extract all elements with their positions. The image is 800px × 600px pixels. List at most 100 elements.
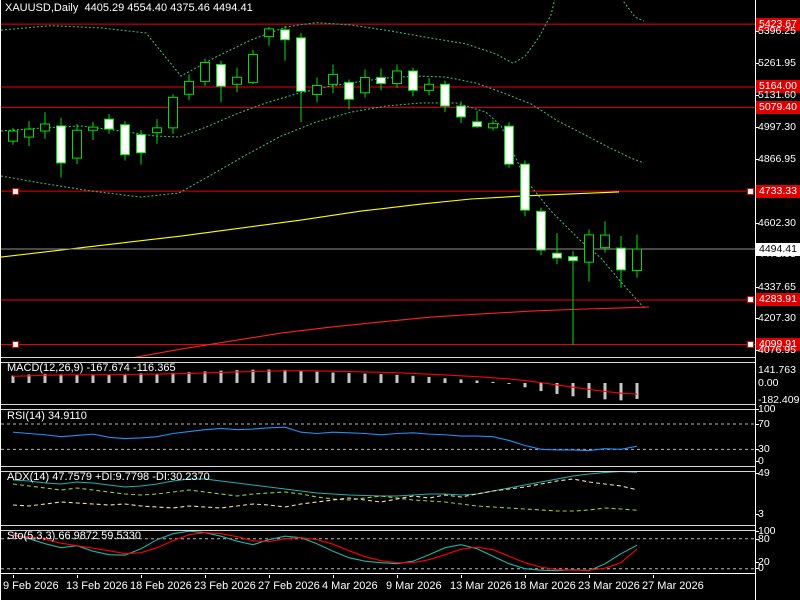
bear-candle-body (408, 70, 418, 91)
sto-k-line (12, 530, 638, 572)
indicator-axis-tick (755, 461, 759, 462)
price-axis-tick (755, 222, 759, 224)
sto-scale-label: 100 (758, 525, 776, 537)
macd-histogram-bar (539, 383, 543, 392)
bull-candle-body (72, 129, 82, 159)
macd-histogram-bar (283, 369, 287, 383)
chart-title: XAUUSD,Daily 4405.29 4554.40 4375.46 449… (5, 2, 253, 14)
macd-histogram-bar (571, 383, 575, 397)
macd-indicator-label: MACD(12,26,9) -167.674 -116.365 (7, 362, 176, 374)
price-axis-tick (755, 286, 759, 288)
rsi-scale-label: 0 (758, 455, 764, 467)
level-endpoint-marker (747, 340, 754, 348)
price-level-label: 5079.40 (756, 100, 800, 114)
rsi-scale-label: 100 (758, 403, 776, 415)
macd-histogram-bar (507, 383, 511, 384)
indicator-axis-tick (755, 562, 759, 563)
adx-scale-label: 49 (758, 467, 770, 479)
macd-histogram-bar (299, 370, 303, 383)
macd-histogram-bar (555, 383, 559, 394)
symbol-period-label: XAUUSD,Daily (5, 2, 79, 14)
red-moving-average (133, 306, 650, 357)
bull-candle-body (24, 128, 34, 138)
macd-histogram-bar (43, 373, 47, 383)
bull-candle-body (200, 62, 210, 82)
level-endpoint-marker (12, 340, 19, 348)
date-axis-tick (589, 575, 590, 578)
date-axis-tick (77, 575, 78, 578)
date-label: 13 Mar 2026 (450, 580, 512, 592)
candles-group (8, 25, 642, 346)
date-axis-tick (525, 575, 526, 578)
bull-candle-body (600, 234, 610, 249)
price-grid-label: 5261.95 (758, 57, 796, 70)
indicator-axis-tick (755, 568, 759, 569)
price-level-label: 4099.91 (756, 337, 800, 351)
indicator-axis-tick (755, 449, 759, 450)
macd-histogram-bar (395, 374, 399, 383)
plus-di-line (12, 483, 638, 512)
price-grid-label: 4997.30 (758, 121, 796, 134)
bull-candle-body (88, 126, 98, 131)
sto-scale-label: 0 (758, 562, 764, 574)
price-grid-label: 4207.30 (758, 312, 796, 325)
current-price-box: 4494.41 (756, 242, 800, 256)
panel-separator-rsi-adx[interactable] (1, 466, 755, 472)
bull-candle-body (184, 80, 194, 95)
macd-histogram-bar (443, 378, 447, 383)
price-level-label: 4733.33 (756, 184, 800, 198)
rsi-scale-label: 30 (758, 443, 770, 455)
panel-separator-macd-rsi[interactable] (1, 404, 755, 410)
date-axis-tick (653, 575, 654, 578)
macd-scale-label: 0.00 (758, 377, 779, 389)
bear-candle-body (536, 210, 546, 251)
date-label: 9 Feb 2026 (3, 580, 59, 592)
indicator-axis-tick (755, 531, 759, 532)
indicator-axis-tick (755, 514, 759, 515)
bull-candle-body (488, 123, 498, 129)
panel-separator-adx-sto[interactable] (1, 525, 755, 531)
bull-candle-body (632, 248, 642, 272)
macd-histogram-bar (427, 376, 431, 383)
price-grid-label: 4602.30 (758, 216, 796, 229)
macd-histogram-bar (203, 371, 207, 383)
macd-histogram-bar (27, 374, 31, 383)
date-label: 18 Mar 2026 (514, 580, 576, 592)
macd-histogram-bar (491, 381, 495, 383)
price-grid-label: 5396.25 (758, 24, 796, 37)
macd-histogram-bar (11, 375, 15, 383)
macd-histogram-bar (347, 373, 351, 383)
bear-candle-body (216, 63, 226, 87)
bull-candle-body (152, 127, 162, 134)
bull-candle-body (264, 28, 274, 38)
price-axis-tick (755, 63, 759, 65)
macd-histogram-bar (155, 373, 159, 383)
adx-scale-label: 3 (758, 508, 764, 520)
bull-candle-body (392, 70, 402, 85)
macd-histogram-bar (379, 374, 383, 383)
macd-histogram-bar (475, 380, 479, 383)
bull-candle-body (168, 96, 178, 129)
macd-histogram-bar (363, 373, 367, 383)
date-label: 27 Mar 2026 (642, 580, 704, 592)
macd-histogram-bar (75, 374, 79, 383)
date-axis-tick (141, 575, 142, 578)
bull-candle-body (424, 83, 434, 91)
date-axis-separator (1, 573, 755, 574)
date-axis-tick (333, 575, 334, 578)
bear-candle-body (104, 118, 114, 130)
ohlc-values-label: 4405.29 4554.40 4375.46 4494.41 (84, 2, 253, 14)
price-grid-label: 4866.95 (758, 152, 796, 165)
sto-scale-label: 80 (758, 533, 770, 545)
bear-candle-body (552, 252, 562, 259)
rsi-scale-label: 70 (758, 418, 770, 430)
bollinger-middle-band (1, 75, 645, 164)
indicator-axis-tick (755, 473, 759, 474)
bull-candle-body (232, 76, 242, 85)
sto-indicator-label: Sto(5,3,3) 66.9872 59.5330 (7, 530, 141, 542)
macd-histogram-bar (587, 383, 591, 399)
panel-separator-main-macd[interactable] (1, 357, 755, 363)
bull-candle-body (248, 54, 258, 83)
